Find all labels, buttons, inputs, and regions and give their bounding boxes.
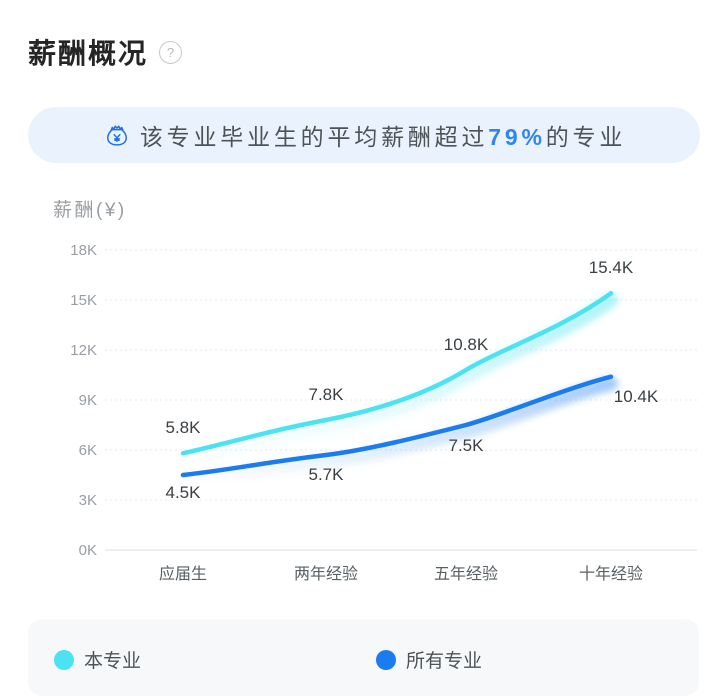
svg-text:五年经验: 五年经验 [434, 565, 498, 583]
svg-text:应届生: 应届生 [159, 564, 207, 583]
svg-text:9K: 9K [79, 392, 97, 409]
svg-text:7.8K: 7.8K [309, 385, 345, 404]
svg-text:10.8K: 10.8K [444, 335, 489, 354]
svg-text:15K: 15K [70, 292, 97, 309]
svg-text:10.4K: 10.4K [614, 387, 659, 406]
svg-text:6K: 6K [79, 442, 97, 459]
svg-text:18K: 18K [70, 242, 97, 259]
svg-text:十年经验: 十年经验 [579, 565, 643, 583]
svg-text:3K: 3K [79, 492, 97, 509]
svg-text:12K: 12K [70, 342, 97, 359]
svg-text:7.5K: 7.5K [449, 436, 485, 455]
svg-text:0K: 0K [79, 542, 97, 559]
svg-text:5.7K: 5.7K [309, 465, 345, 484]
svg-text:15.4K: 15.4K [589, 258, 634, 277]
svg-text:5.8K: 5.8K [166, 418, 202, 437]
svg-text:4.5K: 4.5K [166, 483, 202, 502]
svg-text:两年经验: 两年经验 [294, 565, 358, 583]
